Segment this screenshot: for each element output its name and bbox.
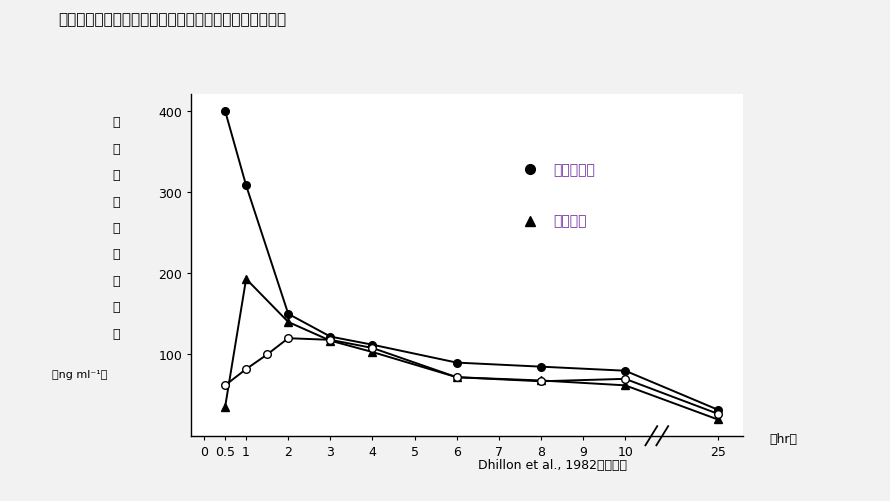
Text: 血: 血 xyxy=(112,116,119,129)
Text: 濃: 濃 xyxy=(112,301,119,314)
Text: （ng ml⁻¹）: （ng ml⁻¹） xyxy=(53,370,108,380)
Text: ゼ: ゼ xyxy=(112,221,119,234)
Text: ジ: ジ xyxy=(112,169,119,182)
Text: ム: ム xyxy=(112,275,119,288)
Text: ジアゼパムの静脈内投与と坐薬投与時の血中濃度の推移: ジアゼパムの静脈内投与と坐薬投与時の血中濃度の推移 xyxy=(58,13,286,28)
Text: （hr）: （hr） xyxy=(770,432,797,445)
Text: パ: パ xyxy=(112,248,119,261)
Text: 中: 中 xyxy=(112,142,119,155)
Text: 坐薬投与: 坐薬投与 xyxy=(554,214,587,228)
Text: ア: ア xyxy=(112,195,119,208)
Text: 静脈内投与: 静脈内投与 xyxy=(554,163,595,177)
Text: Dhillon et al., 1982より引用: Dhillon et al., 1982より引用 xyxy=(478,458,627,471)
Text: 度: 度 xyxy=(112,327,119,340)
